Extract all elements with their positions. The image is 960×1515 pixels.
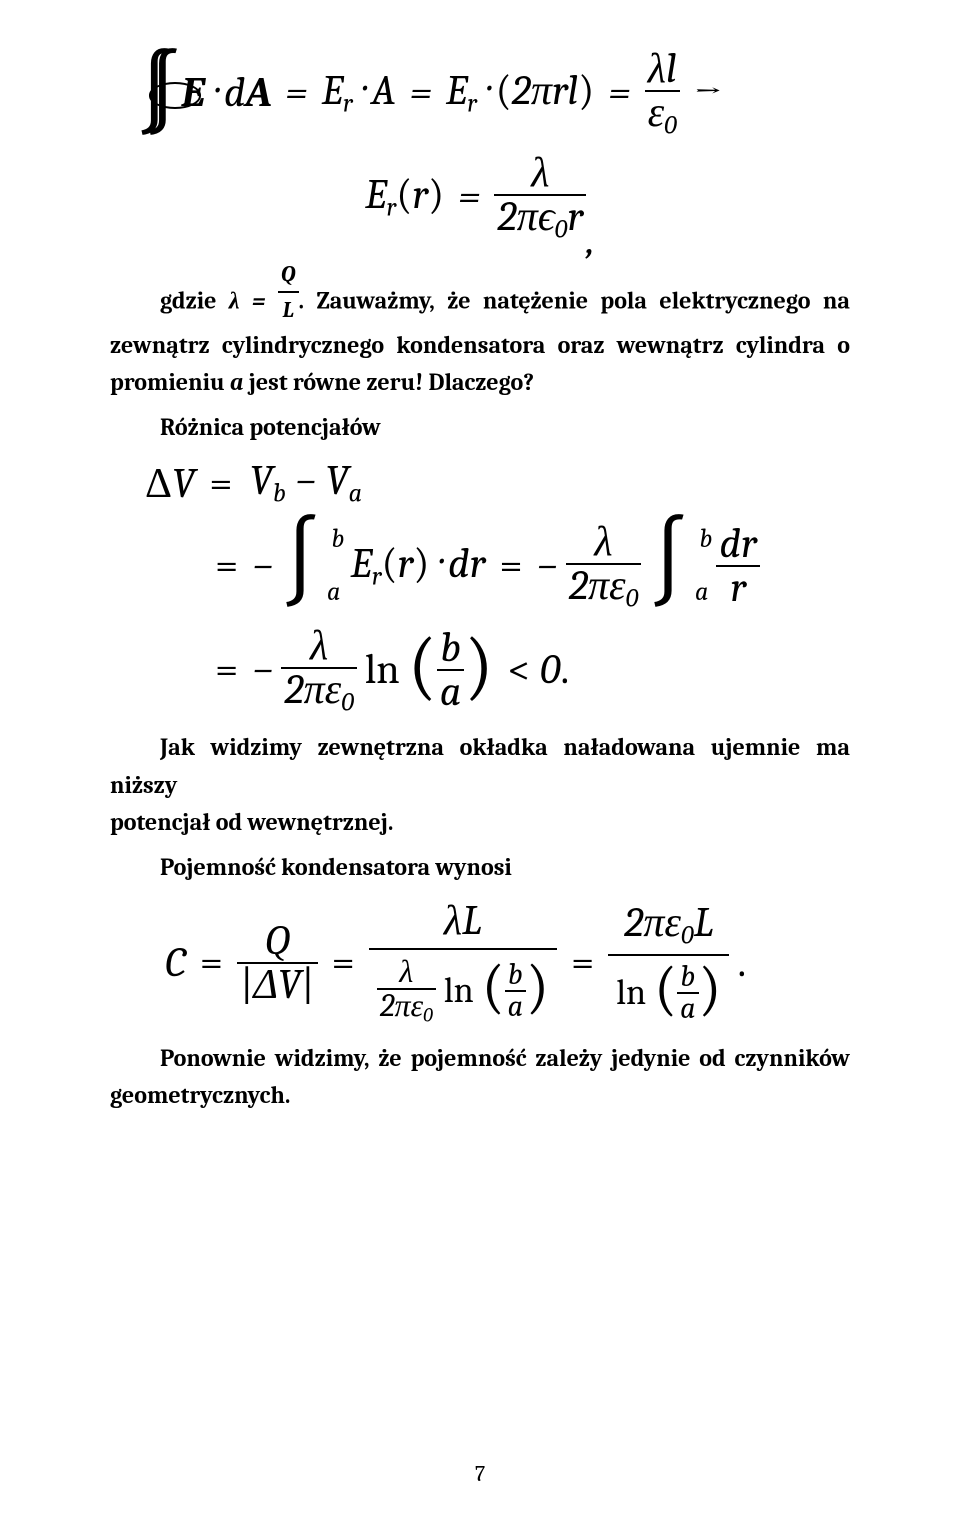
num: b	[437, 627, 465, 669]
den: a	[677, 992, 698, 1024]
frac-er: λ 2πϵ0r	[494, 152, 586, 242]
num: Q	[237, 920, 317, 962]
frac-lambda-2pieps0: λ 2πε0	[566, 521, 642, 611]
num: λL	[444, 896, 482, 945]
frac-lambda-2pieps0-c: λ 2πε0	[377, 956, 436, 1025]
integral-ab-1: ∫ b a	[281, 532, 320, 599]
num: λ	[399, 953, 413, 990]
txt: równe zeru! Dlaczego?	[293, 368, 534, 396]
num: λ	[310, 621, 328, 670]
den: a	[437, 669, 465, 713]
lower: a	[327, 579, 340, 605]
frac-b-over-a: b a	[437, 627, 465, 713]
txt: Jak widzimy zewnętrzna okładka naładowan…	[110, 733, 850, 798]
para-final: Ponownie widzimy, że pojemność zależy je…	[110, 1040, 850, 1114]
comma: ,	[586, 219, 595, 261]
heading-cap: Pojemność kondensatora wynosi	[110, 849, 850, 886]
txt: geometrycznych.	[110, 1081, 290, 1109]
frac-final: 2πε0L ln ( b a )	[608, 902, 729, 1024]
page: ∫∫ E · dA = Er · A = Er · (2πrl) = λl ε0…	[0, 0, 960, 1515]
frac-dr-r: dr r	[716, 523, 759, 609]
num: λ	[594, 517, 612, 566]
txt: Pojemność kondensatora wynosi	[160, 853, 512, 881]
frac-lambda-l-eps0: λl ε0	[645, 48, 680, 138]
page-number: 7	[0, 1461, 960, 1487]
txt: jest	[243, 368, 287, 396]
lower: a	[695, 579, 708, 605]
para-where: gdzie λ = Q L . Zauważmy, że natężenie p…	[110, 257, 850, 402]
eq-dv: ΔV = Vb − Va = − ∫ b a Er(r) · dr = − λ …	[110, 460, 850, 715]
num: λl	[648, 44, 677, 93]
den: L	[278, 291, 299, 327]
heading-diff: Różnica potencjałów	[110, 409, 850, 446]
num: b	[505, 960, 526, 990]
upper: b	[332, 526, 345, 552]
num: Q	[278, 257, 299, 291]
den: r	[716, 565, 759, 609]
period: .	[737, 942, 746, 984]
ln: ln	[616, 975, 646, 1011]
num: b	[677, 962, 698, 992]
oiint-symbol: ∫∫	[145, 67, 173, 119]
eq-gauss: ∫∫ E · dA = Er · A = Er · (2πrl) = λl ε0…	[110, 48, 850, 138]
frac-lambda-2pieps0-b: λ 2πε0	[281, 625, 357, 715]
ln: ln	[444, 973, 474, 1009]
ln: ln	[365, 649, 400, 691]
eq-cap: C = Q |ΔV| = λL λ 2πε0	[110, 900, 850, 1025]
num: dr	[716, 523, 759, 565]
arrow-right-icon: →	[694, 75, 722, 111]
frac-b-a-2: b a	[505, 960, 526, 1022]
frac-b-a-3: b a	[677, 962, 698, 1024]
txt: Ponownie widzimy, że pojemność zależy je…	[160, 1044, 850, 1072]
integral-ab-2: ∫ b a	[649, 532, 688, 599]
lhs: C	[165, 942, 186, 984]
den: a	[505, 990, 526, 1022]
num: λ	[531, 148, 549, 197]
frac-middle: λL λ 2πε0 ln ( b a	[369, 900, 557, 1025]
frac-q-l: Q L	[278, 257, 299, 327]
lambda-eq: λ =	[229, 286, 278, 314]
txt: gdzie	[160, 286, 229, 314]
txt: Różnica potencjałów	[160, 413, 381, 441]
txt: potencjał od wewnętrznej.	[110, 808, 393, 836]
lt-zero: < 0.	[507, 649, 569, 691]
upper: b	[700, 526, 713, 552]
a-italic: a	[230, 368, 244, 396]
eq-er: Er(r) = λ 2πϵ0r ,	[110, 152, 850, 242]
frac-q-dv: Q |ΔV|	[237, 920, 317, 1006]
para-conclusion-1: Jak widzimy zewnętrzna okładka naładowan…	[110, 729, 850, 841]
